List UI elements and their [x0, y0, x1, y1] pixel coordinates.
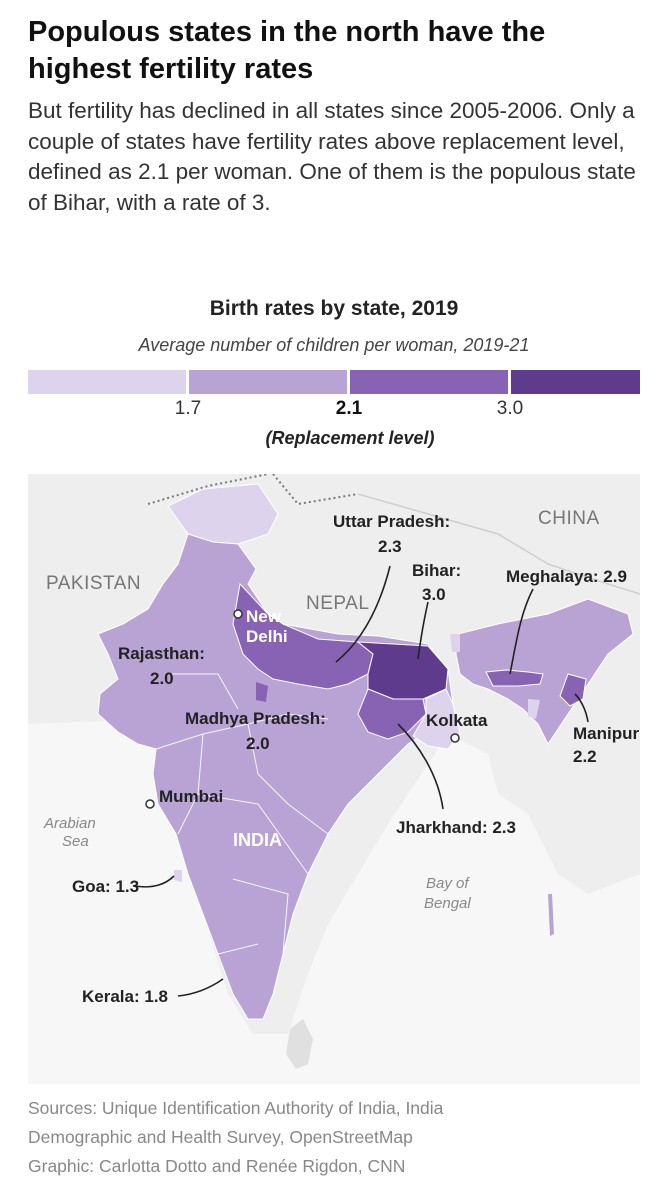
- label-arabian-sea-2: Sea: [62, 833, 89, 850]
- label-india: INDIA: [233, 830, 282, 850]
- china-border: [357, 493, 640, 595]
- legend-swatch-4: [511, 370, 640, 394]
- label-new-delhi-1: New: [246, 607, 282, 626]
- state-west-bengal: [412, 688, 461, 750]
- legend-swatch-2: [189, 370, 347, 394]
- state-tripura: [528, 699, 540, 719]
- label-rajasthan-value: 2.0: [150, 669, 174, 688]
- label-rajasthan-name: Rajasthan:: [118, 644, 205, 663]
- label-pakistan: PAKISTAN: [46, 573, 141, 594]
- sources-line-1: Sources: Unique Identification Authority…: [28, 1098, 444, 1118]
- state-meghalaya: [485, 669, 544, 687]
- label-kolkata: Kolkata: [426, 711, 488, 730]
- label-new-delhi-2: Delhi: [246, 627, 288, 646]
- sri-lanka: [286, 1019, 313, 1069]
- leader-goa: [134, 875, 175, 888]
- label-meghalaya: Meghalaya: 2.9: [506, 567, 627, 586]
- sources: Sources: Unique Identification Authority…: [28, 1094, 648, 1181]
- legend-subtitle: Average number of children per woman, 20…: [138, 335, 530, 355]
- mumbai-dot: [145, 799, 155, 809]
- label-manipur-name: Manipur: [573, 724, 639, 743]
- state-sikkim: [450, 634, 460, 652]
- label-jharkhand: Jharkhand: 2.3: [396, 818, 516, 837]
- label-uttar-pradesh-name: Uttar Pradesh:: [333, 512, 450, 531]
- northeast-states: [455, 598, 634, 745]
- headline: Populous states in the north have the hi…: [28, 16, 546, 85]
- sources-line-3: Graphic: Carlotta Dotto and Renée Rigdon…: [28, 1156, 406, 1176]
- label-kerala: Kerala: 1.8: [82, 987, 168, 1006]
- legend-swatch-3: [350, 370, 508, 394]
- label-arabian-sea-1: Arabian: [43, 815, 96, 832]
- legend-tick-1: 1.7: [174, 398, 202, 419]
- sources-line-2: Demographic and Health Survey, OpenStree…: [28, 1127, 413, 1147]
- label-mumbai: Mumbai: [159, 787, 223, 806]
- new-delhi-dot: [233, 609, 243, 619]
- label-bihar-name: Bihar:: [412, 561, 461, 580]
- leader-kerala: [177, 978, 224, 997]
- label-goa: Goa: 1.3: [72, 877, 139, 896]
- leader-bihar: [417, 601, 429, 660]
- leader-meghalaya: [509, 588, 534, 675]
- dek: But fertility has declined in all states…: [28, 98, 636, 215]
- label-madhya-pradesh-value: 2.0: [246, 734, 270, 753]
- label-madhya-pradesh-name: Madhya Pradesh:: [185, 709, 326, 728]
- disputed-border: [147, 474, 359, 506]
- state-lines: [155, 673, 329, 955]
- replacement-note: (Replacement level): [265, 428, 435, 448]
- label-bay-of-bengal-2: Bengal: [424, 895, 471, 912]
- sea: [28, 719, 640, 1084]
- leader-manipur: [574, 693, 589, 723]
- label-china: CHINA: [538, 508, 600, 529]
- kolkata-dot: [450, 733, 460, 743]
- label-bay-of-bengal-1: Bay of: [426, 875, 470, 892]
- legend-swatch-1: [28, 370, 186, 394]
- india-map: PAKISTAN CHINA NEPAL INDIA Arabian Sea B…: [28, 474, 640, 1084]
- label-uttar-pradesh-value: 2.3: [378, 537, 402, 556]
- label-bihar-value: 3.0: [422, 585, 446, 604]
- state-uttar-pradesh: [232, 582, 374, 690]
- leader-jharkhand: [397, 723, 444, 810]
- state-enclave: [256, 682, 268, 702]
- label-nepal: NEPAL: [306, 593, 369, 614]
- legend-tick-3: 3.0: [496, 398, 524, 419]
- legend-title: Birth rates by state, 2019: [209, 297, 459, 320]
- leader-uttar-pradesh: [335, 565, 391, 663]
- andaman-islands: [548, 894, 554, 936]
- state-jharkhand: [357, 688, 427, 740]
- legend-tick-2: 2.1: [335, 398, 363, 419]
- state-goa: [174, 870, 182, 882]
- label-manipur-value: 2.2: [573, 747, 597, 766]
